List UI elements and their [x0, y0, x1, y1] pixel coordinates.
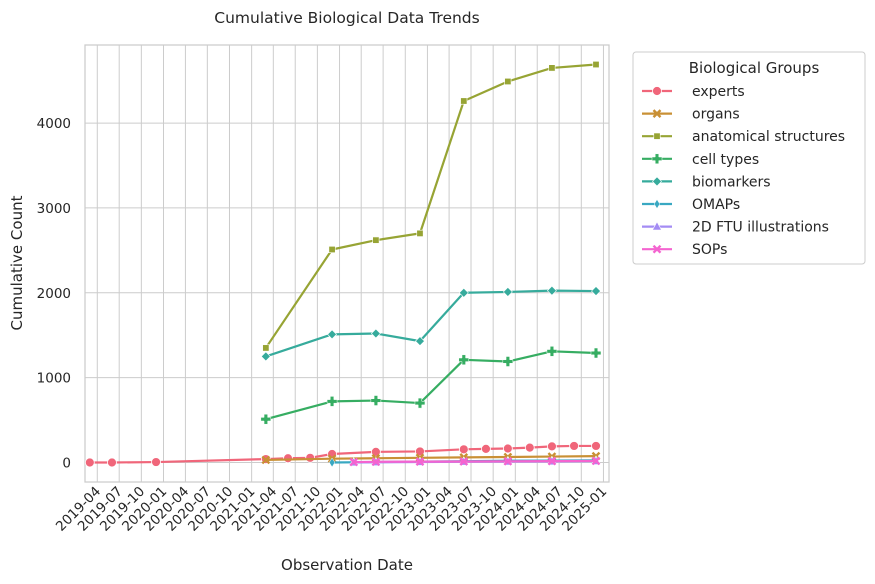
data-point-biomarkers	[547, 285, 557, 296]
legend-label-omaps: OMAPs	[692, 197, 740, 213]
y-axis-label: Cumulative Count	[8, 195, 26, 330]
legend-label-organs: organs	[692, 107, 740, 123]
data-point-anatomical-structures	[548, 64, 556, 72]
legend-items: experts organs anatomical structures cell t…	[642, 84, 845, 258]
data-point-biomarkers	[327, 329, 337, 340]
data-point-sops	[349, 457, 359, 467]
data-point-biomarkers	[260, 351, 271, 362]
y-tick-label: 3000	[37, 201, 71, 217]
legend-marker-organs	[652, 109, 662, 118]
plot-frame	[84, 44, 610, 483]
y-tick-label: 4000	[37, 116, 71, 132]
data-point-sops	[591, 456, 601, 466]
series-line-anatomical-structures	[264, 63, 597, 349]
series-line-experts	[89, 444, 596, 464]
series-sops	[349, 456, 601, 467]
legend-item-experts: experts	[642, 84, 745, 100]
legend-label-cell-types: cell types	[692, 152, 759, 168]
data-point-anatomical-structures	[460, 97, 468, 105]
data-point-biomarkers	[458, 287, 469, 298]
legend-title: Biological Groups	[689, 59, 820, 77]
data-point-experts	[107, 457, 117, 468]
data-point-experts	[370, 446, 381, 457]
legend-label-2d-ftu-illustrations: 2D FTU illustrations	[692, 220, 829, 236]
data-point-cell-types	[370, 395, 382, 406]
data-point-sops	[415, 457, 425, 466]
data-point-experts	[415, 446, 425, 457]
series-biomarkers	[260, 285, 601, 362]
legend-label-sops: SOPs	[692, 242, 727, 258]
series-line-sops	[353, 459, 597, 464]
data-point-experts	[305, 452, 316, 463]
legend-item-sops: SOPs	[642, 242, 727, 258]
legend-item-2d-ftu-illustrations: 2D FTU illustrations	[642, 220, 829, 236]
legend: Biological Groups experts organs anatomica…	[632, 51, 866, 265]
data-point-cell-types	[326, 396, 338, 407]
data-point-cell-types	[414, 397, 426, 409]
data-point-experts	[591, 441, 601, 451]
data-point-experts	[524, 442, 535, 453]
data-point-omaps	[328, 457, 336, 468]
legend-item-organs: organs	[642, 107, 740, 123]
data-point-biomarkers	[591, 286, 601, 297]
series-cell-types	[260, 346, 602, 425]
data-point-experts	[84, 457, 95, 468]
data-point-anatomical-structures	[262, 344, 270, 352]
data-point-anatomical-structures	[372, 236, 380, 244]
legend-item-cell-types: cell types	[642, 152, 759, 168]
data-point-experts	[502, 443, 513, 454]
legend-label-experts: experts	[692, 84, 745, 100]
data-point-cell-types	[502, 356, 514, 367]
legend-marker-cell-types	[651, 153, 663, 165]
y-tick-label: 2000	[37, 286, 71, 302]
data-point-anatomical-structures	[592, 61, 600, 69]
x-axis-label: Observation Date	[281, 556, 413, 574]
data-point-experts	[547, 441, 557, 452]
legend-box	[632, 51, 866, 265]
series-line-organs	[265, 455, 597, 462]
data-point-experts	[481, 444, 491, 454]
legend-label-anatomical-structures: anatomical structures	[692, 129, 845, 145]
data-point-cell-types	[458, 354, 470, 366]
legend-marker-2d-ftu-illustrations	[651, 221, 663, 231]
legend-label-biomarkers: biomarkers	[692, 174, 771, 190]
legend-item-omaps: OMAPs	[642, 197, 740, 213]
legend-marker-sops	[652, 244, 662, 254]
data-point-experts	[458, 444, 469, 455]
data-point-cell-types	[546, 346, 558, 357]
legend-item-biomarkers: biomarkers	[642, 174, 771, 190]
data-point-anatomical-structures	[504, 77, 512, 85]
y-tick-label: 0	[62, 455, 71, 471]
data-point-experts	[283, 453, 293, 464]
legend-marker-omaps	[653, 199, 661, 209]
series-line-biomarkers	[265, 289, 597, 358]
legend-marker-anatomical-structures	[653, 132, 661, 140]
data-point-biomarkers	[502, 287, 513, 297]
data-point-sops	[371, 457, 381, 467]
series-line-cell-types	[265, 350, 597, 421]
legend-item-anatomical-structures: anatomical structures	[642, 129, 845, 145]
y-tick-label: 1000	[37, 371, 71, 387]
data-point-biomarkers	[370, 328, 381, 339]
data-point-organs	[261, 455, 271, 465]
legend-marker-biomarkers	[652, 176, 662, 187]
data-point-anatomical-structures	[416, 229, 424, 237]
series-layer	[84, 61, 602, 468]
data-point-experts	[569, 441, 579, 451]
y-axis-ticks: 0 1000 2000 3000 4000	[37, 116, 71, 471]
data-point-sops	[547, 456, 557, 466]
data-point-biomarkers	[415, 336, 425, 347]
data-point-anatomical-structures	[328, 245, 336, 253]
series-anatomical-structures	[262, 61, 600, 352]
grid-layer	[85, 45, 609, 482]
legend-marker-experts	[652, 86, 662, 96]
data-point-cell-types	[260, 413, 272, 425]
data-point-sops	[459, 457, 469, 466]
data-point-cell-types	[590, 347, 602, 359]
data-point-sops	[503, 456, 513, 466]
data-point-experts	[151, 457, 161, 467]
chart-title: Cumulative Biological Data Trends	[214, 9, 479, 27]
x-axis-ticks: 2019-042019-072019-102020-012020-042020-…	[53, 484, 610, 535]
